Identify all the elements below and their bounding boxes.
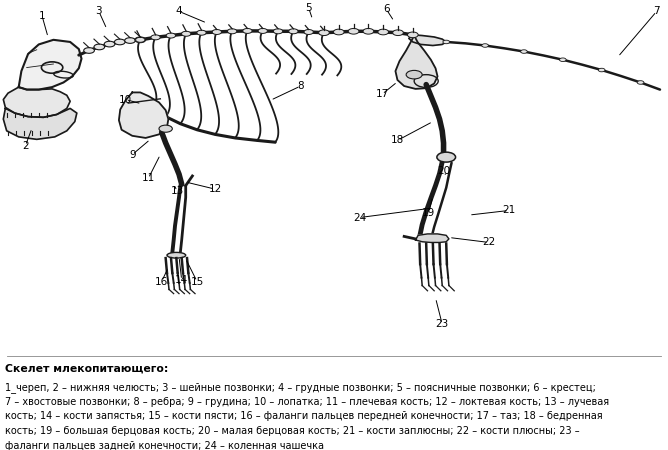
Circle shape [437,152,456,162]
Circle shape [319,30,329,35]
Circle shape [94,44,105,50]
Text: 6: 6 [383,4,389,14]
Text: 1_череп, 2 – нижняя челюсть; 3 – шейные позвонки; 4 – грудные позвонки; 5 – пояс: 1_череп, 2 – нижняя челюсть; 3 – шейные … [5,382,597,393]
Circle shape [182,32,191,36]
Polygon shape [395,36,438,89]
Circle shape [273,29,283,34]
Text: 8: 8 [297,81,304,91]
Text: 3: 3 [96,6,102,16]
Circle shape [407,32,418,38]
Text: 5: 5 [305,3,312,13]
Circle shape [159,125,172,132]
Circle shape [363,28,374,34]
Text: 10: 10 [119,94,132,104]
Text: 17: 17 [375,89,389,99]
Text: фаланги пальцев задней конечности; 24 – коленная чашечка: фаланги пальцев задней конечности; 24 – … [5,441,325,450]
Text: 7: 7 [653,6,660,16]
Polygon shape [409,35,446,45]
Circle shape [258,28,267,33]
Circle shape [406,70,422,79]
Circle shape [304,30,313,35]
Circle shape [333,29,344,35]
Circle shape [599,68,605,72]
Text: 12: 12 [208,184,222,194]
Circle shape [289,29,298,34]
Text: 19: 19 [422,207,436,218]
Circle shape [443,40,450,44]
Polygon shape [415,234,449,243]
Circle shape [393,30,403,36]
Circle shape [104,41,115,47]
Circle shape [378,29,389,35]
Text: 24: 24 [353,212,366,223]
Circle shape [212,30,222,35]
Text: 4: 4 [176,6,182,16]
Text: 1: 1 [39,11,45,21]
Text: 9: 9 [129,150,136,160]
Circle shape [136,37,145,42]
Text: кость; 14 – кости запястья; 15 – кости пясти; 16 – фаланги пальцев передней коне: кость; 14 – кости запястья; 15 – кости п… [5,411,603,421]
Text: 15: 15 [190,277,204,287]
Circle shape [114,39,125,45]
Circle shape [482,44,488,47]
Text: 7 – хвостовые позвонки; 8 – ребра; 9 – грудина; 10 – лопатка; 11 – плечевая кост: 7 – хвостовые позвонки; 8 – ребра; 9 – г… [5,396,609,407]
Circle shape [125,38,136,43]
Text: кость; 19 – большая берцовая кость; 20 – малая берцовая кость; 21 – кости заплюс: кость; 19 – большая берцовая кость; 20 –… [5,426,580,436]
Text: Скелет млекопитающего:: Скелет млекопитающего: [5,363,169,373]
Text: 21: 21 [502,206,516,216]
Circle shape [197,30,206,35]
Circle shape [637,81,644,84]
Ellipse shape [167,252,186,258]
Text: 20: 20 [438,166,451,176]
Circle shape [166,33,176,38]
Circle shape [520,50,527,54]
Polygon shape [119,92,168,138]
Polygon shape [3,108,77,140]
Circle shape [84,48,94,53]
Circle shape [242,28,252,33]
Text: 11: 11 [142,173,155,184]
Circle shape [319,30,329,36]
Text: 16: 16 [155,277,168,287]
Circle shape [560,58,566,62]
Text: 14: 14 [175,275,188,285]
Circle shape [151,35,160,40]
Text: 18: 18 [391,135,404,145]
Text: 23: 23 [436,319,449,329]
Text: 22: 22 [482,238,496,248]
Polygon shape [3,87,70,117]
Text: 2: 2 [22,141,29,151]
Circle shape [348,28,359,34]
Circle shape [135,37,146,43]
Text: 13: 13 [170,186,184,196]
Polygon shape [19,40,81,90]
Circle shape [228,29,237,34]
